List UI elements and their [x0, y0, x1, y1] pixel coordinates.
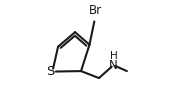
Text: S: S	[46, 65, 54, 78]
Text: Br: Br	[88, 4, 102, 17]
Text: N: N	[109, 59, 118, 72]
Text: H: H	[110, 51, 117, 61]
